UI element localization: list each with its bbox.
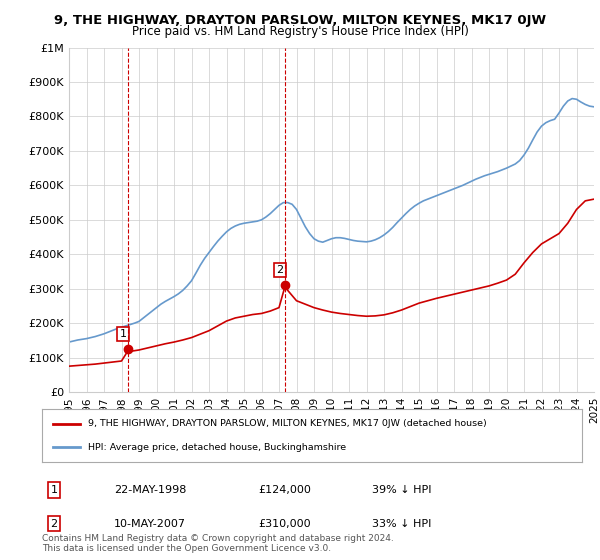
Text: 22-MAY-1998: 22-MAY-1998 [114,485,187,495]
Text: 2: 2 [50,519,58,529]
Text: 10-MAY-2007: 10-MAY-2007 [114,519,186,529]
Text: 9, THE HIGHWAY, DRAYTON PARSLOW, MILTON KEYNES, MK17 0JW (detached house): 9, THE HIGHWAY, DRAYTON PARSLOW, MILTON … [88,419,487,428]
Text: £124,000: £124,000 [258,485,311,495]
Text: Contains HM Land Registry data © Crown copyright and database right 2024.
This d: Contains HM Land Registry data © Crown c… [42,534,394,553]
Text: 33% ↓ HPI: 33% ↓ HPI [372,519,431,529]
Text: £310,000: £310,000 [258,519,311,529]
Text: 9, THE HIGHWAY, DRAYTON PARSLOW, MILTON KEYNES, MK17 0JW: 9, THE HIGHWAY, DRAYTON PARSLOW, MILTON … [54,14,546,27]
Text: Price paid vs. HM Land Registry's House Price Index (HPI): Price paid vs. HM Land Registry's House … [131,25,469,38]
Text: 1: 1 [119,329,127,339]
Text: 39% ↓ HPI: 39% ↓ HPI [372,485,431,495]
Text: 1: 1 [50,485,58,495]
Text: HPI: Average price, detached house, Buckinghamshire: HPI: Average price, detached house, Buck… [88,442,346,451]
Text: 2: 2 [277,265,284,275]
